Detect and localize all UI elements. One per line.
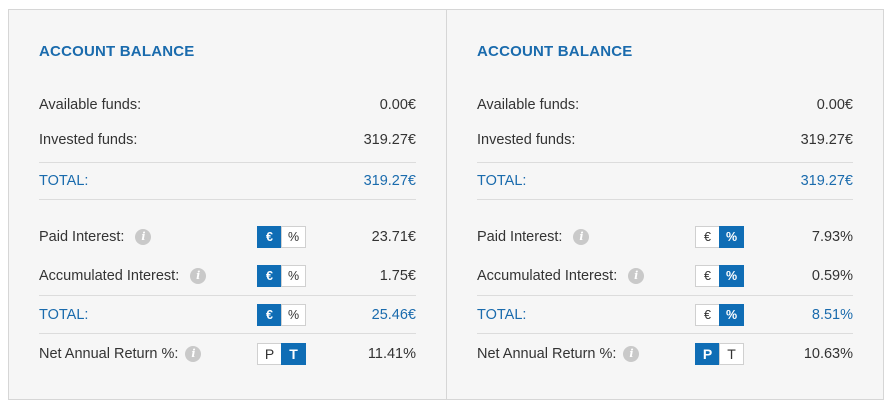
section-gap — [477, 200, 853, 217]
panel-title: ACCOUNT BALANCE — [477, 43, 633, 60]
funds-total-value: 319.27€ — [800, 173, 853, 189]
invested-funds-row: Invested funds: 319.27€ — [477, 117, 853, 162]
info-icon[interactable]: i — [628, 267, 645, 284]
euro-toggle-button[interactable]: € — [257, 225, 282, 248]
info-icon[interactable]: i — [185, 345, 202, 362]
invested-funds-row: Invested funds: 319.27€ — [39, 117, 416, 162]
funds-total-value: 319.27€ — [363, 173, 416, 189]
p-toggle-button[interactable]: P — [695, 342, 720, 365]
interest-total-row: TOTAL: € % 8.51% — [477, 295, 853, 334]
interest-total-row: TOTAL: € % 25.46€ — [39, 295, 416, 334]
paid-interest-label: Paid Interest: — [39, 228, 125, 245]
euro-toggle-button[interactable]: € — [257, 264, 282, 287]
paid-interest-row: Paid Interest: i € % 23.71€ — [39, 217, 416, 256]
section-gap — [39, 200, 416, 217]
paid-interest-value: 7.93% — [811, 228, 853, 245]
accumulated-interest-unit-toggle: € % — [695, 264, 744, 287]
info-icon[interactable]: i — [190, 267, 207, 284]
percent-toggle-button[interactable]: % — [719, 264, 744, 287]
percent-toggle-button[interactable]: % — [281, 303, 306, 326]
paid-interest-unit-toggle: € % — [257, 225, 306, 248]
p-toggle-button[interactable]: P — [257, 342, 282, 365]
accumulated-interest-row: Accumulated Interest: i € % 1.75€ — [39, 256, 416, 295]
paid-interest-label-wrap: Paid Interest: i — [39, 228, 372, 245]
invested-funds-label: Invested funds: — [39, 131, 138, 148]
euro-toggle-button[interactable]: € — [257, 303, 282, 326]
available-funds-label: Available funds: — [39, 96, 142, 113]
info-icon[interactable]: i — [623, 345, 640, 362]
euro-toggle-button[interactable]: € — [695, 225, 720, 248]
info-icon[interactable]: i — [573, 228, 590, 245]
percent-toggle-button[interactable]: % — [281, 264, 306, 287]
euro-toggle-button[interactable]: € — [695, 303, 720, 326]
paid-interest-value: 23.71€ — [371, 228, 416, 245]
net-annual-return-label-wrap: Net Annual Return %: i — [477, 345, 804, 362]
invested-funds-label: Invested funds: — [477, 131, 576, 148]
interest-total-value: 25.46€ — [371, 306, 416, 323]
interest-total-label: TOTAL: — [39, 306, 89, 323]
accumulated-interest-label: Accumulated Interest: — [477, 267, 618, 284]
net-annual-return-label-wrap: Net Annual Return %: i — [39, 345, 368, 362]
invested-funds-value: 319.27€ — [800, 131, 853, 148]
t-toggle-button[interactable]: T — [719, 342, 744, 365]
paid-interest-unit-toggle: € % — [695, 225, 744, 248]
interest-total-label: TOTAL: — [477, 306, 527, 323]
interest-total-value: 8.51% — [811, 306, 853, 323]
funds-total-label: TOTAL: — [477, 173, 527, 189]
net-return-mode-toggle: P T — [695, 342, 744, 365]
accumulated-interest-value: 1.75€ — [379, 267, 416, 284]
invested-funds-value: 319.27€ — [363, 131, 416, 148]
euro-toggle-button[interactable]: € — [695, 264, 720, 287]
net-annual-return-row: Net Annual Return %: i P T 10.63% — [477, 334, 853, 373]
net-annual-return-value: 11.41% — [367, 345, 416, 362]
paid-interest-row: Paid Interest: i € % 7.93% — [477, 217, 853, 256]
net-annual-return-row: Net Annual Return %: i P T 11.41% — [39, 334, 416, 373]
funds-total-row: TOTAL: 319.27€ — [39, 162, 416, 200]
account-balance-container: ACCOUNT BALANCE Available funds: 0.00€ I… — [8, 9, 884, 400]
t-toggle-button[interactable]: T — [281, 342, 306, 365]
available-funds-row: Available funds: 0.00€ — [477, 92, 853, 117]
account-balance-panel-right: ACCOUNT BALANCE Available funds: 0.00€ I… — [446, 10, 883, 399]
funds-total-row: TOTAL: 319.27€ — [477, 162, 853, 200]
net-annual-return-value: 10.63% — [803, 345, 853, 362]
net-annual-return-label: Net Annual Return %: — [39, 345, 179, 362]
panel-title: ACCOUNT BALANCE — [39, 43, 195, 60]
paid-interest-label-wrap: Paid Interest: i — [477, 228, 812, 245]
available-funds-value: 0.00€ — [816, 96, 853, 113]
accumulated-interest-label-wrap: Accumulated Interest: i — [477, 267, 812, 284]
available-funds-label: Available funds: — [477, 96, 580, 113]
accumulated-interest-row: Accumulated Interest: i € % 0.59% — [477, 256, 853, 295]
net-return-mode-toggle: P T — [257, 342, 306, 365]
paid-interest-label: Paid Interest: — [477, 228, 563, 245]
available-funds-row: Available funds: 0.00€ — [39, 92, 416, 117]
accumulated-interest-label-wrap: Accumulated Interest: i — [39, 267, 380, 284]
accumulated-interest-value: 0.59% — [811, 267, 853, 284]
net-annual-return-label: Net Annual Return %: — [477, 345, 617, 362]
info-icon[interactable]: i — [135, 228, 152, 245]
accumulated-interest-label: Accumulated Interest: — [39, 267, 180, 284]
interest-total-unit-toggle: € % — [695, 303, 744, 326]
percent-toggle-button[interactable]: % — [719, 303, 744, 326]
interest-total-unit-toggle: € % — [257, 303, 306, 326]
funds-total-label: TOTAL: — [39, 173, 89, 189]
available-funds-value: 0.00€ — [379, 96, 416, 113]
accumulated-interest-unit-toggle: € % — [257, 264, 306, 287]
percent-toggle-button[interactable]: % — [719, 225, 744, 248]
percent-toggle-button[interactable]: % — [281, 225, 306, 248]
account-balance-panel-left: ACCOUNT BALANCE Available funds: 0.00€ I… — [9, 10, 446, 399]
